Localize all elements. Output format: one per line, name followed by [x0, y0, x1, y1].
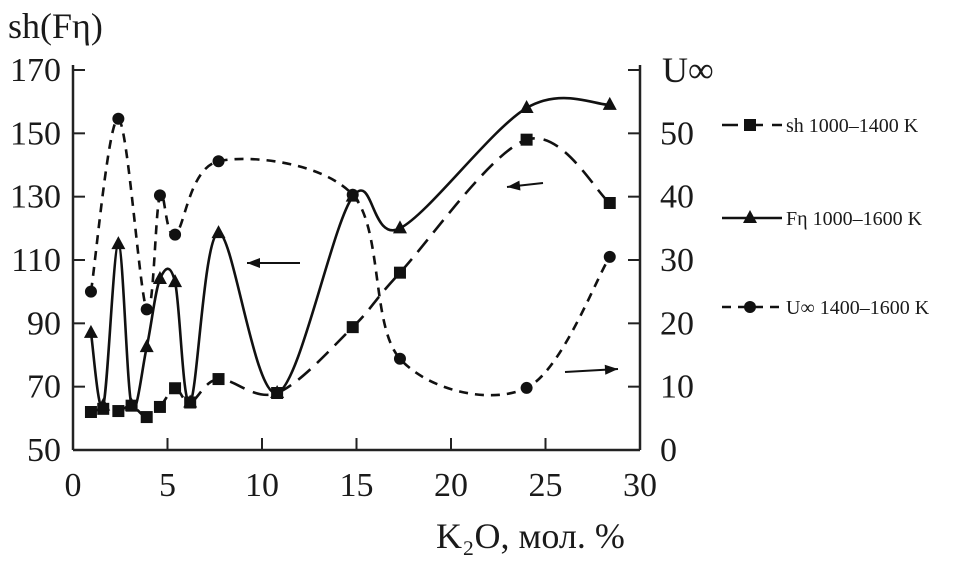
x-tick-label: 25: [529, 467, 563, 504]
data-point: [168, 274, 183, 288]
data-point: [211, 225, 226, 239]
curves: [83, 96, 617, 424]
data-point: [140, 303, 153, 316]
series-triangle: [83, 96, 617, 411]
legend-label: Fη 1000–1600 K: [786, 208, 923, 230]
data-point: [603, 197, 616, 209]
data-point: [520, 381, 533, 394]
legend-label: U∞ 1400–1600 K: [786, 297, 930, 319]
y-left-tick-label: 110: [11, 242, 61, 279]
axes: 0 5 10 15 20 25 30 50 70 90 110 130 150 170 0 10 20 30 40 5…: [10, 52, 694, 504]
y-left-tick-label: 170: [10, 52, 61, 89]
data-point: [96, 397, 111, 411]
y-right-tick-label: 10: [660, 369, 694, 406]
legend-marker: [744, 301, 756, 313]
data-point: [112, 405, 125, 418]
y-right-tick-label: 50: [660, 115, 694, 152]
data-point: [346, 188, 359, 201]
x-tick-label: 0: [65, 467, 82, 504]
data-point: [169, 228, 182, 241]
legend: sh 1000–1400 K Fη 1000–1600 K U∞ 1400–1600…: [722, 115, 930, 319]
data-point: [270, 385, 285, 398]
x-tick-label: 15: [340, 467, 374, 504]
data-point: [111, 236, 126, 250]
y-left-tick-label: 70: [27, 369, 61, 406]
data-point: [520, 133, 533, 146]
data-point: [183, 394, 198, 408]
x-tick-label: 30: [623, 467, 657, 504]
y-right-tick-label: 0: [660, 432, 677, 469]
data-point: [212, 373, 225, 386]
data-point: [112, 112, 125, 125]
data-point: [84, 406, 97, 418]
series-line: [89, 117, 611, 397]
series-line: [90, 136, 611, 419]
data-point: [603, 250, 616, 263]
data-point: [212, 155, 225, 168]
legend-item: sh 1000–1400 K: [722, 115, 919, 137]
y-right-tick-label: 30: [660, 242, 694, 279]
y-left-tick-label: 130: [10, 179, 61, 216]
x-tick-label: 10: [245, 467, 279, 504]
arrow-head: [604, 364, 618, 375]
series-square: [84, 133, 616, 424]
data-point: [124, 397, 139, 411]
arrow-head: [507, 180, 521, 191]
data-point: [139, 339, 154, 353]
legend-marker: [743, 210, 757, 223]
data-point: [152, 271, 167, 284]
data-point: [392, 220, 407, 234]
data-point: [169, 382, 182, 395]
data-point: [84, 285, 97, 298]
legend-label: sh 1000–1400 K: [786, 115, 919, 137]
data-point: [153, 189, 166, 202]
y-left-tick-label: 50: [27, 432, 61, 469]
y-axis-left-title: sh(Fη): [8, 6, 103, 46]
y-left-tick-label: 150: [10, 115, 61, 152]
data-point: [140, 411, 153, 424]
y-right-tick-label: 40: [660, 179, 694, 216]
data-point: [153, 400, 166, 413]
annotation-arrows: [247, 180, 619, 375]
y-right-tick-label: 20: [660, 305, 694, 342]
data-point: [519, 100, 534, 113]
data-point: [602, 96, 617, 110]
data-point: [393, 266, 406, 279]
x-tick-label: 20: [434, 467, 468, 504]
data-point: [346, 321, 359, 334]
series-circle: [84, 112, 616, 397]
y-left-tick-label: 90: [27, 305, 61, 342]
legend-marker: [744, 119, 756, 131]
y-axis-right-title: U∞: [662, 50, 714, 90]
data-point: [393, 352, 406, 365]
arrow-head: [247, 258, 260, 268]
x-tick-label: 5: [159, 467, 176, 504]
legend-item: Fη 1000–1600 K: [722, 208, 923, 230]
legend-item: U∞ 1400–1600 K: [722, 297, 930, 319]
x-axis-title: K₂O, мол. %: [436, 516, 625, 556]
data-point: [83, 324, 98, 338]
